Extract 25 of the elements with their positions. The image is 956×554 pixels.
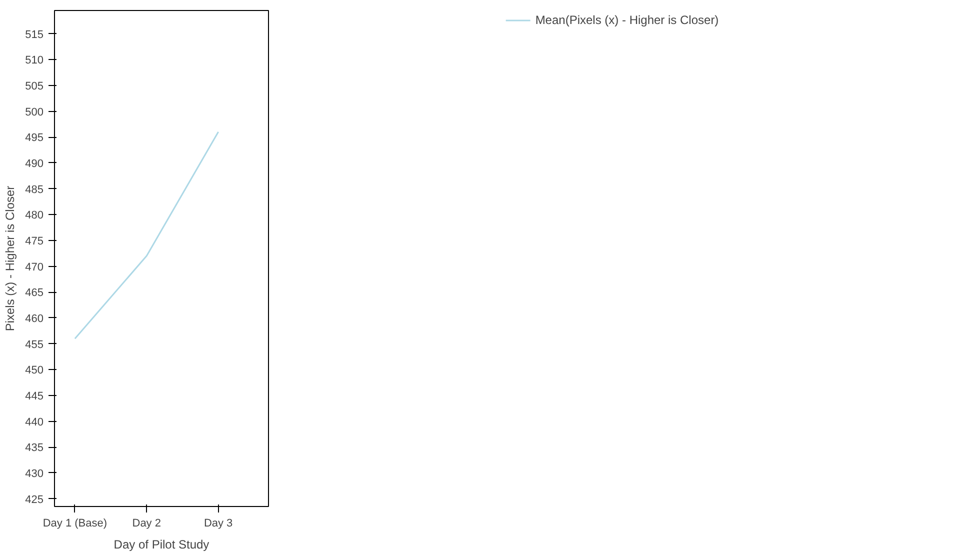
y-tick-label: 425 [25,494,44,506]
y-tick-label: 515 [25,28,44,41]
y-tick-label: 450 [25,364,44,377]
y-tick-label: 510 [25,54,44,67]
y-tick-label: 455 [25,338,44,351]
legend-label: Mean(Pixels (x) - Higher is Closer) [535,13,719,27]
y-tick-label: 475 [25,235,44,248]
y-tick-label: 460 [25,312,44,325]
y-tick-label: 500 [25,106,44,118]
y-tick-label: 490 [25,158,44,170]
y-tick-label: 485 [25,184,44,196]
y-tick-label: 505 [25,80,44,92]
y-tick-label: 440 [25,416,44,428]
y-axis-title: Pixels (x) - Higher is Closer [3,186,18,332]
y-tick-label: 445 [25,390,44,402]
x-tick-label: Day 2 [132,518,162,530]
y-tick-label: 495 [25,132,44,144]
x-tick-label: Day 1 (Base) [42,518,108,530]
x-axis-title: Day of Pilot Study [114,538,210,552]
y-tick-label: 465 [25,287,44,300]
y-tick-label: 430 [25,468,44,480]
y-tick-label: 435 [25,442,44,454]
y-tick-label: 470 [25,261,44,274]
y-tick-label: 480 [25,210,44,222]
x-tick-label: Day 3 [204,518,233,530]
